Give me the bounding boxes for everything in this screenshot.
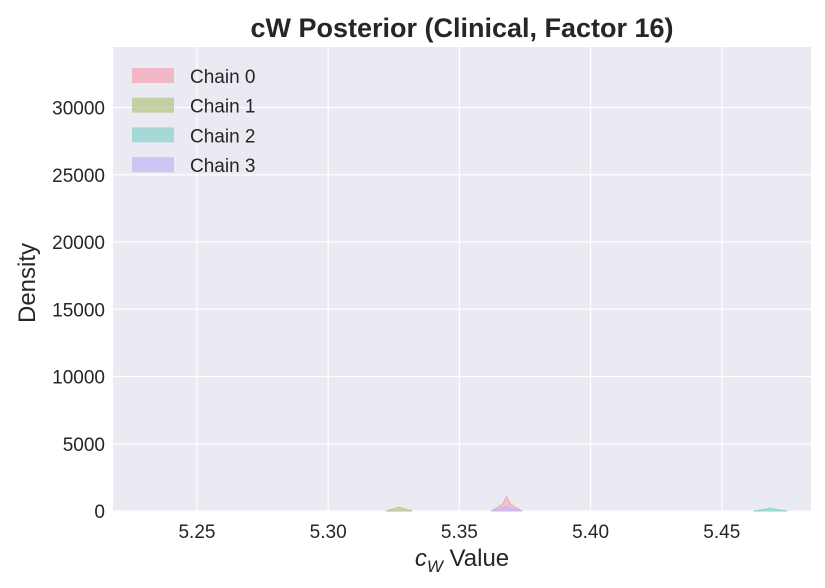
- y-tick-label: 15000: [52, 300, 105, 321]
- y-axis-label: Density: [14, 243, 41, 323]
- x-tick-label: 5.30: [310, 522, 347, 543]
- density-area-chain-1: [385, 506, 413, 512]
- x-tick-label: 5.25: [178, 522, 215, 543]
- x-tick-label: 5.40: [572, 522, 609, 543]
- y-tick-label: 30000: [52, 99, 105, 120]
- density-area-chain-2: [753, 507, 788, 512]
- x-tick-label: 5.35: [441, 522, 478, 543]
- legend-label: Chain 1: [190, 97, 256, 118]
- y-tick-label: 25000: [52, 166, 105, 187]
- legend-swatch: [132, 68, 174, 83]
- x-axis-ticks: 5.25 5.30 5.35 5.40 5.45: [178, 522, 740, 543]
- legend-swatch: [132, 97, 174, 113]
- legend-label: Chain 2: [190, 126, 256, 147]
- chart-title: cW Posterior (Clinical, Factor 16): [250, 13, 673, 43]
- y-tick-label: 20000: [52, 233, 105, 254]
- legend-swatch: [132, 127, 174, 143]
- density-areas: [385, 495, 788, 512]
- plot-area: [113, 47, 811, 511]
- grid-lines: [113, 47, 811, 512]
- x-tick-label: 5.45: [703, 522, 740, 543]
- legend-label: Chain 0: [190, 67, 256, 88]
- y-axis-ticks: 0 5000 10000 15000 20000 25000 30000: [52, 99, 105, 523]
- x-axis-label: cW Value: [415, 545, 509, 576]
- y-tick-label: 10000: [52, 368, 105, 389]
- y-tick-label: 5000: [63, 435, 105, 456]
- density-area-chain-3: [490, 505, 523, 512]
- legend-label: Chain 3: [190, 156, 256, 177]
- legend-swatch: [132, 157, 174, 173]
- legend: Chain 0 Chain 1 Chain 2 Chain 3: [132, 67, 256, 177]
- y-tick-label: 0: [94, 502, 105, 523]
